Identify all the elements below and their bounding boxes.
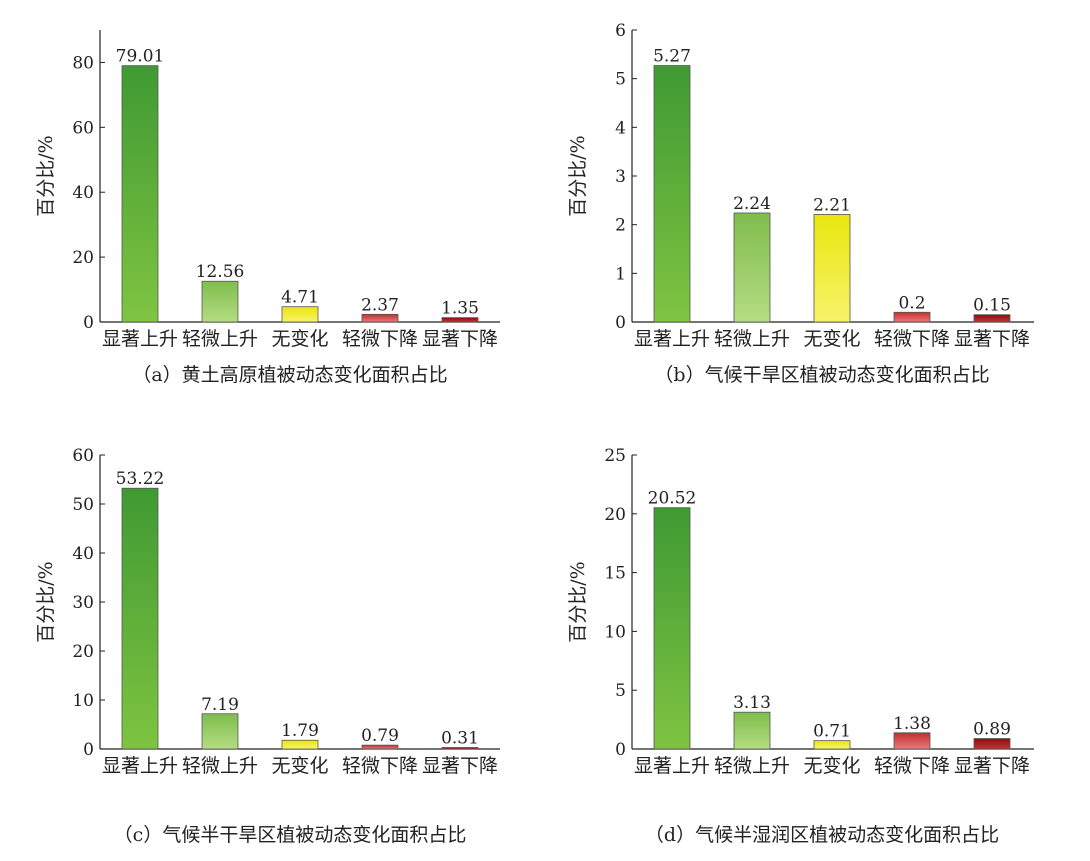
x-tick-label: 显著上升 — [102, 755, 178, 777]
x-tick-label: 轻微上升 — [714, 755, 790, 777]
y-tick-label: 4 — [615, 118, 626, 138]
y-tick-label: 60 — [72, 446, 94, 466]
x-tick-label: 显著上升 — [634, 755, 710, 777]
x-tick-label: 轻微上升 — [714, 328, 790, 350]
chart-b: 0 1 2 3 4 5 6 百分比/% 5.27 显著上升 2.24 轻微上升 2.21 无变化 0.2 轻微… — [567, 21, 1034, 350]
y-tick-label: 10 — [72, 691, 94, 711]
bar-value-label: 7.19 — [201, 695, 239, 715]
x-tick-label: 显著下降 — [954, 755, 1030, 777]
y-axis-title: 百分比/% — [567, 561, 589, 642]
bar-value-label: 2.37 — [361, 295, 399, 315]
bar-no-change — [813, 214, 851, 323]
bar-no-change — [281, 306, 319, 323]
y-tick-label: 20 — [72, 642, 94, 662]
y-tick-label: 0 — [615, 313, 626, 333]
bar-slight-increase — [733, 212, 771, 323]
chart-d: 0 5 10 15 20 25 百分比/% 20.52 显著上升 3.13 轻微上升 0.71 无变化 1… — [567, 446, 1034, 777]
bar-significant-decrease — [441, 317, 479, 323]
x-tick-label: 显著上升 — [634, 328, 710, 350]
bar-significant-decrease — [973, 738, 1011, 750]
y-tick-label: 60 — [72, 118, 94, 138]
bar-value-label: 79.01 — [116, 47, 165, 67]
x-tick-label: 无变化 — [803, 328, 860, 350]
x-tick-label: 轻微下降 — [342, 755, 418, 777]
bar-value-label: 0.79 — [361, 726, 399, 746]
bar-value-label: 1.79 — [281, 721, 319, 741]
y-tick-label: 40 — [72, 544, 94, 564]
caption-c: （c）气候半干旱区植被动态变化面积占比 — [113, 824, 467, 846]
x-tick-label: 无变化 — [803, 755, 860, 777]
bar-slight-decrease — [893, 311, 931, 323]
y-tick-label: 5 — [615, 681, 626, 701]
bar-significant-increase — [121, 487, 159, 750]
y-axis-title: 百分比/% — [35, 561, 57, 642]
bar-value-label: 0.15 — [973, 296, 1011, 316]
x-tick-label: 无变化 — [271, 755, 328, 777]
x-tick-label: 轻微下降 — [874, 328, 950, 350]
y-tick-label: 40 — [72, 183, 94, 203]
bar-value-label: 0.89 — [973, 720, 1011, 740]
x-tick-label: 轻微上升 — [182, 328, 258, 350]
bar-value-label: 2.24 — [733, 194, 771, 214]
y-tick-label: 1 — [615, 264, 626, 284]
bar-value-label: 1.38 — [893, 714, 931, 734]
caption-d: （d）气候半湿润区植被动态变化面积占比 — [644, 824, 1000, 846]
y-axis-title: 百分比/% — [35, 135, 57, 216]
bar-value-label: 2.21 — [813, 195, 851, 215]
bar-value-label: 20.52 — [648, 489, 697, 509]
y-tick-label: 5 — [615, 70, 626, 90]
bar-significant-decrease — [973, 314, 1011, 323]
y-tick-label: 15 — [604, 564, 626, 584]
x-tick-label: 显著上升 — [102, 328, 178, 350]
bar-no-change — [813, 740, 851, 750]
bar-no-change — [281, 739, 319, 750]
bar-value-label: 12.56 — [196, 262, 245, 282]
bar-slight-decrease — [361, 744, 399, 750]
x-tick-label: 轻微下降 — [874, 755, 950, 777]
bar-significant-decrease — [441, 747, 479, 750]
y-tick-label: 6 — [615, 21, 626, 41]
chart-a: 0 20 40 60 80 百分比/% 79.01 显著上升 12.56 轻微上升 4.71 无变化 2… — [35, 30, 500, 350]
bar-slight-increase — [733, 711, 771, 750]
y-tick-label: 2 — [615, 216, 626, 236]
bar-slight-increase — [201, 713, 239, 750]
bar-slight-decrease — [893, 732, 931, 750]
bar-value-label: 0.2 — [898, 293, 925, 313]
bar-value-label: 3.13 — [733, 693, 771, 713]
y-tick-label: 30 — [72, 593, 94, 613]
y-tick-label: 50 — [72, 495, 94, 515]
x-tick-label: 显著下降 — [954, 328, 1030, 350]
bar-significant-increase — [121, 65, 159, 323]
bar-value-label: 53.22 — [116, 469, 165, 489]
bar-value-label: 4.71 — [281, 288, 319, 308]
bar-slight-increase — [201, 280, 239, 323]
y-tick-label: 0 — [615, 740, 626, 760]
x-tick-label: 轻微上升 — [182, 755, 258, 777]
y-tick-label: 10 — [604, 622, 626, 642]
y-tick-label: 80 — [72, 53, 94, 73]
x-tick-label: 轻微下降 — [342, 328, 418, 350]
bar-value-label: 1.35 — [441, 299, 479, 319]
bar-value-label: 5.27 — [653, 47, 691, 67]
caption-a: （a）黄土高原植被动态变化面积占比 — [132, 364, 448, 386]
bar-slight-decrease — [361, 313, 399, 323]
x-tick-label: 显著下降 — [422, 328, 498, 350]
bar-significant-increase — [653, 507, 691, 750]
y-axis-title: 百分比/% — [567, 135, 589, 216]
bar-value-label: 0.71 — [813, 722, 851, 742]
y-tick-label: 3 — [615, 167, 626, 187]
y-tick-label: 20 — [72, 248, 94, 268]
y-tick-label: 25 — [604, 446, 626, 466]
bar-value-label: 0.31 — [441, 728, 479, 748]
caption-b: （b）气候干旱区植被动态变化面积占比 — [654, 364, 990, 386]
y-tick-label: 20 — [604, 505, 626, 525]
y-tick-label: 0 — [83, 313, 94, 333]
x-tick-label: 无变化 — [271, 328, 328, 350]
chart-c: 0 10 20 30 40 50 60 百分比/% 53.22 显著上升 7.19 轻微上升 1.79 无… — [35, 446, 500, 777]
y-tick-label: 0 — [83, 740, 94, 760]
x-tick-label: 显著下降 — [422, 755, 498, 777]
bar-significant-increase — [653, 65, 691, 323]
